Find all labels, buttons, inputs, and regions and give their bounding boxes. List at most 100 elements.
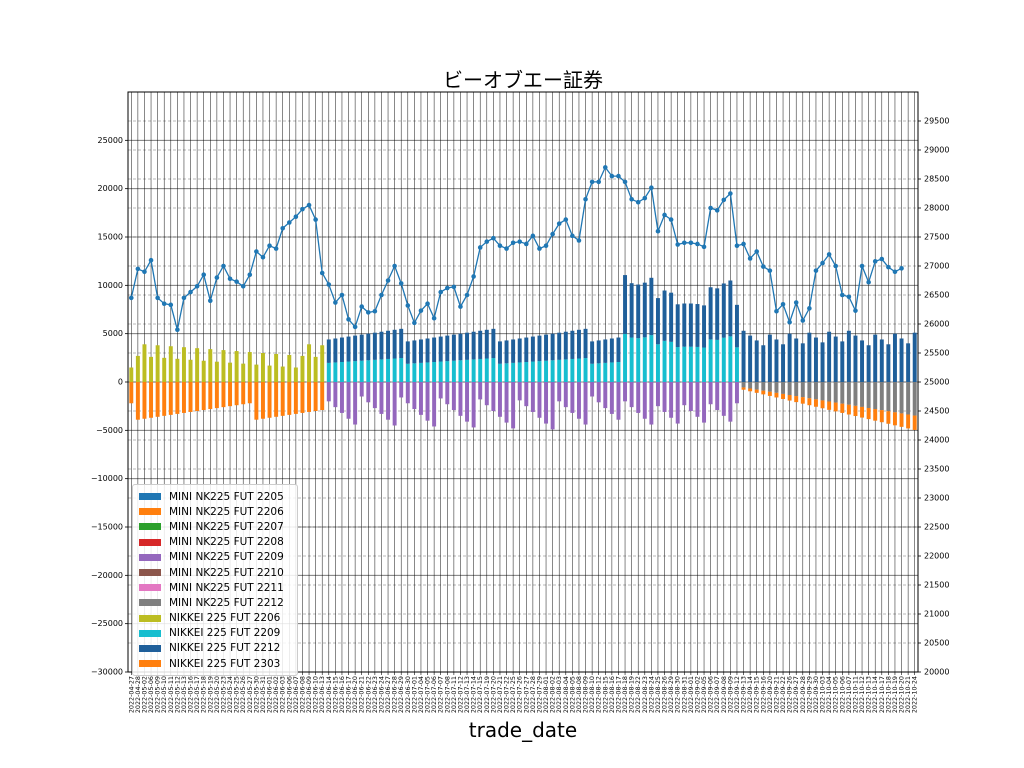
legend-swatch <box>139 644 161 652</box>
bar-segment <box>886 411 891 424</box>
x-tick-label: 2022-06-24 <box>377 676 385 713</box>
price-point <box>563 217 569 222</box>
x-tick-label: 2022-09-15 <box>753 676 761 713</box>
x-tick-label: 2022-07-26 <box>516 676 524 713</box>
bar-segment <box>267 382 272 418</box>
x-tick-label: 2022-07-01 <box>410 676 418 713</box>
bar-segment <box>214 361 219 382</box>
x-tick-label: 2022-10-12 <box>858 676 866 713</box>
price-point <box>280 226 286 231</box>
y2-tick-label: 24000 <box>924 436 949 445</box>
price-point <box>352 324 358 330</box>
x-tick-label: 2022-07-13 <box>463 676 471 713</box>
bar-segment <box>511 339 516 363</box>
bar-segment <box>820 382 825 401</box>
bar-segment <box>800 343 805 382</box>
bar-segment <box>366 382 371 403</box>
legend-item: MINI NK225 FUT 2209 <box>139 550 291 565</box>
bar-segment <box>912 415 917 430</box>
bar-segment <box>800 397 805 404</box>
x-tick-label: 2022-06-23 <box>371 676 379 713</box>
bar-segment <box>906 382 911 415</box>
bar-segment <box>425 382 430 421</box>
bar-segment <box>860 382 865 407</box>
price-point <box>780 301 786 307</box>
bar-segment <box>208 349 213 382</box>
price-point <box>675 242 681 247</box>
bar-segment <box>794 382 799 397</box>
x-tick-label: 2022-06-16 <box>338 676 346 713</box>
bar-segment <box>451 382 456 411</box>
bar-segment <box>754 340 759 382</box>
bar-segment <box>201 382 206 411</box>
bar-segment <box>761 390 766 395</box>
bar-segment <box>688 303 693 347</box>
bar-segment <box>879 382 884 411</box>
price-line-path <box>130 166 902 330</box>
y-axis-left: −30000 −25000 −20000 −15000 −10000 −5000 0 5000… <box>91 136 128 677</box>
bar-segment <box>708 339 713 382</box>
x-tick-label: 2022-06-20 <box>351 676 359 713</box>
y-tick-label: −30000 <box>91 668 123 677</box>
legend-swatch <box>139 569 161 577</box>
price-point <box>800 318 806 323</box>
bar-segment <box>359 360 364 382</box>
x-tick-label: 2022-09-21 <box>772 676 780 713</box>
bar-segment <box>511 382 516 429</box>
price-line <box>128 165 904 333</box>
bar-segment <box>866 345 871 382</box>
bar-segment <box>813 337 818 382</box>
bar-segment <box>293 382 298 414</box>
bar-segment <box>781 382 786 394</box>
x-tick-label: 2022-05-17 <box>193 676 201 713</box>
x-tick-label: 2022-05-27 <box>246 676 254 713</box>
bar-segment <box>149 382 154 418</box>
x-tick-label: 2022-05-18 <box>200 676 208 713</box>
bar-segment <box>405 363 410 382</box>
bar-segment <box>669 382 674 418</box>
x-axis-label: trade_date <box>468 718 578 742</box>
bar-segment <box>333 382 338 408</box>
x-tick-label: 2022-08-03 <box>555 676 563 713</box>
bar-segment <box>260 382 265 419</box>
bar-segment <box>596 340 601 364</box>
x-tick-label: 2022-06-02 <box>272 676 280 713</box>
x-tick-label: 2022-09-22 <box>779 676 787 713</box>
bar-segment <box>873 382 878 410</box>
price-point <box>859 263 865 269</box>
bar-segment <box>392 358 397 382</box>
price-point <box>418 308 424 313</box>
bar-segment <box>748 382 753 389</box>
bar-segment <box>445 361 450 382</box>
x-tick-label: 2022-07-08 <box>443 676 451 713</box>
bar-segment <box>379 359 384 382</box>
legend-item: NIKKEI 225 FUT 2209 <box>139 626 291 641</box>
legend-item: MINI NK225 FUT 2207 <box>139 519 291 534</box>
x-tick-label: 2022-09-27 <box>792 676 800 713</box>
bar-segment <box>853 405 858 417</box>
x-tick-label: 2022-06-03 <box>279 676 287 713</box>
bar-segment <box>228 382 233 407</box>
bar-segment <box>392 329 397 359</box>
x-tick-label: 2022-05-12 <box>173 676 181 713</box>
y2-tick-label: 21500 <box>924 581 949 590</box>
x-tick-label: 2022-08-24 <box>647 676 655 713</box>
x-tick-label: 2022-10-05 <box>832 676 840 713</box>
legend-label: NIKKEI 225 FUT 2212 <box>169 642 281 655</box>
bar-segment <box>478 382 483 400</box>
bar-segment <box>353 361 358 382</box>
bar-segment <box>866 382 871 408</box>
price-point <box>833 263 839 269</box>
price-point <box>537 246 542 251</box>
bar-segment <box>326 339 331 363</box>
bar-segment <box>181 382 186 413</box>
bar-segment <box>570 358 575 382</box>
y2-tick-label: 26500 <box>924 291 949 300</box>
price-point <box>339 292 345 298</box>
bar-segment <box>379 331 384 360</box>
bar-segment <box>247 382 252 404</box>
bar-segment <box>728 382 733 422</box>
price-point <box>359 304 365 309</box>
bar-segment <box>537 382 542 418</box>
bar-segment <box>320 345 325 382</box>
